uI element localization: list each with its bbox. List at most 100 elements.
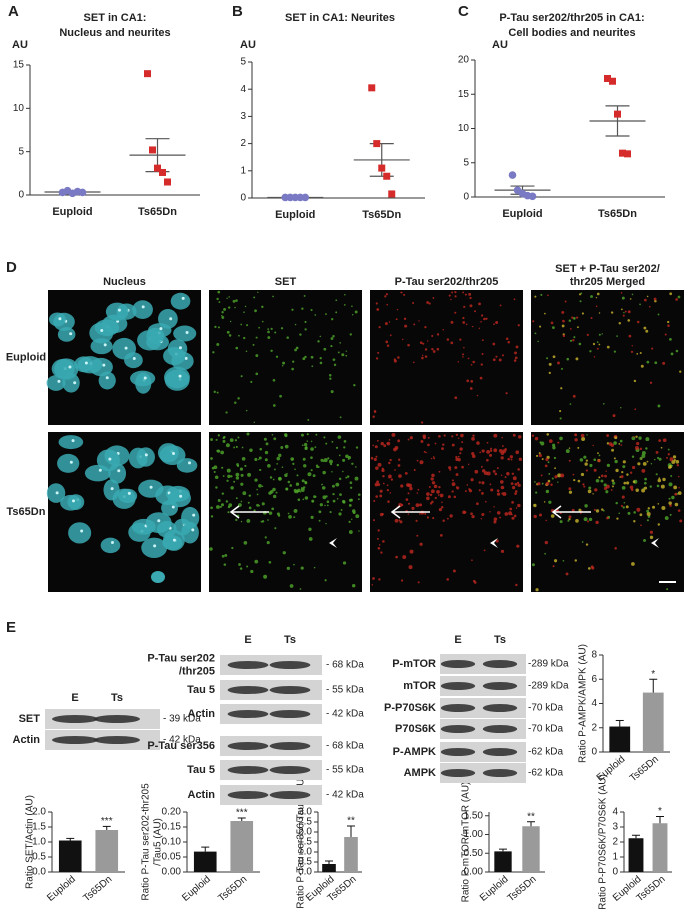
- y-tick-label: 4: [612, 807, 618, 818]
- signal-dot: [274, 527, 277, 530]
- signal-dot: [240, 500, 243, 503]
- nucleus: [89, 322, 114, 344]
- signal-dot: [481, 492, 484, 495]
- signal-dot: [374, 482, 379, 487]
- signal-dot: [233, 480, 236, 483]
- signal-dot: [494, 472, 498, 476]
- nucleus: [112, 337, 137, 360]
- signal-dot: [678, 487, 680, 489]
- blot-band: [440, 748, 476, 756]
- signal-dot: [635, 435, 638, 438]
- signal-dot: [671, 495, 675, 500]
- signal-dot: [568, 319, 572, 322]
- signal-dot: [604, 474, 607, 478]
- signal-dot: [253, 421, 256, 424]
- signal-dot: [416, 459, 419, 462]
- signal-dot: [551, 477, 554, 480]
- kda-label: - 42 kDa: [326, 790, 364, 801]
- data-point: [144, 70, 151, 78]
- kda-label: - 42 kDa: [163, 735, 201, 746]
- signal-dot: [568, 447, 571, 449]
- signal-dot: [422, 434, 426, 438]
- signal-dot: [545, 481, 550, 486]
- signal-dot: [571, 316, 574, 319]
- signal-dot: [267, 330, 270, 334]
- signal-dot: [386, 344, 390, 348]
- signal-dot: [479, 376, 483, 380]
- signal-dot: [264, 536, 267, 539]
- y-tick-label: 0.10: [162, 837, 182, 848]
- signal-dot: [230, 486, 234, 490]
- signal-dot: [667, 453, 670, 456]
- signal-dot: [574, 559, 578, 562]
- signal-dot: [664, 333, 667, 336]
- signal-dot: [329, 511, 332, 514]
- signal-dot: [550, 321, 554, 325]
- blot-band: [227, 766, 269, 774]
- signal-dot: [552, 355, 556, 359]
- signal-dot: [448, 294, 451, 297]
- signal-dot: [574, 433, 578, 437]
- signal-dot: [506, 471, 510, 476]
- signal-dot: [577, 446, 580, 449]
- signal-dot: [331, 440, 334, 443]
- signal-dot: [670, 352, 674, 356]
- signal-dot: [655, 473, 658, 476]
- signal-dot: [457, 457, 461, 462]
- signal-dot: [440, 506, 444, 509]
- y-tick-label: 2: [591, 722, 597, 733]
- signal-dot: [501, 445, 504, 447]
- signal-dot: [539, 325, 542, 328]
- signal-dot: [441, 447, 444, 451]
- signal-dot: [631, 465, 636, 470]
- signal-dot: [464, 490, 467, 492]
- nucleus-spot: [72, 499, 76, 503]
- x-tick-label: Ts65Dn: [138, 206, 177, 218]
- signal-dot: [336, 463, 339, 467]
- signal-dot: [306, 433, 309, 436]
- chart-title: SET in CA1: Neurites: [285, 12, 395, 24]
- signal-dot: [299, 333, 302, 336]
- signal-dot: [319, 503, 323, 507]
- signal-dot: [354, 476, 359, 481]
- signal-dot: [431, 334, 434, 337]
- signal-dot: [426, 492, 430, 496]
- panel-letter: E: [6, 619, 16, 636]
- signal-dot: [355, 514, 360, 519]
- blot-band: [482, 725, 518, 733]
- signal-dot: [339, 493, 342, 496]
- signal-dot: [654, 361, 658, 365]
- signal-dot: [333, 363, 337, 367]
- signal-dot: [646, 509, 650, 513]
- signal-dot: [436, 347, 440, 351]
- signal-dot: [310, 447, 314, 451]
- nucleus-spot: [71, 439, 75, 443]
- signal-dot: [357, 493, 361, 496]
- signal-dot: [589, 350, 592, 353]
- signal-dot: [286, 472, 288, 475]
- signal-dot: [386, 441, 391, 446]
- signal-dot: [567, 519, 570, 522]
- nucleus: [100, 537, 121, 554]
- signal-dot: [449, 514, 453, 518]
- signal-dot: [547, 479, 551, 483]
- blot-band: [269, 661, 311, 669]
- signal-dot: [419, 503, 423, 507]
- blot-label: P-Tau ser356: [147, 740, 215, 752]
- signal-dot: [602, 509, 605, 512]
- signal-dot: [496, 489, 500, 493]
- signal-dot: [323, 347, 327, 351]
- micrograph: [531, 290, 684, 425]
- signal-dot: [471, 559, 473, 562]
- signal-dot: [511, 472, 515, 476]
- signal-dot: [332, 492, 335, 496]
- nucleus-spot: [181, 296, 185, 300]
- signal-dot: [493, 520, 497, 524]
- signal-dot: [372, 577, 375, 580]
- blot-band: [440, 725, 476, 733]
- signal-dot: [293, 563, 295, 566]
- signal-dot: [466, 484, 469, 486]
- signal-dot: [615, 501, 618, 505]
- signal-dot: [642, 461, 647, 466]
- signal-dot: [375, 455, 378, 458]
